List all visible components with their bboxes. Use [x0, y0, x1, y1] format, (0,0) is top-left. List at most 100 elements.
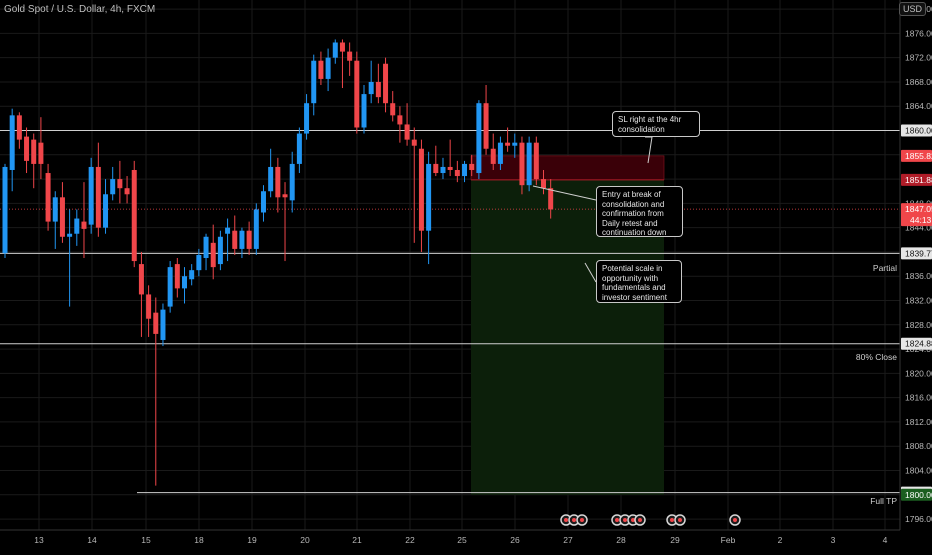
candle-body	[253, 209, 259, 249]
x-tick-label: 21	[352, 535, 362, 545]
connector-scale	[584, 262, 597, 283]
y-tick-label: 1816.00	[905, 393, 932, 403]
candle-body	[512, 142, 518, 146]
candle-body	[411, 139, 417, 146]
x-tick-label: 19	[247, 535, 257, 545]
candle-body	[390, 103, 396, 116]
candle-body	[146, 294, 152, 319]
candle-body	[433, 163, 439, 174]
candle-body	[519, 142, 525, 186]
candle-body	[131, 169, 137, 262]
price-tag-partial-line: 1839.77	[901, 247, 932, 260]
x-tick-label: 29	[670, 535, 680, 545]
price-tag-sl-line-bg	[901, 124, 932, 137]
candle-body	[117, 179, 123, 189]
connector-entry	[532, 185, 597, 201]
note-sl[interactable]: SL right at the 4hr consolidation	[612, 111, 700, 137]
current-price-tag-bg	[901, 203, 932, 227]
y-tick-label: 1828.00	[905, 320, 932, 330]
note-scale[interactable]: Potential scale in opportunity with fund…	[596, 260, 682, 303]
candle-body	[124, 188, 130, 195]
y-tick-label: 1820.00	[905, 368, 932, 378]
event-marker-dot	[733, 518, 737, 522]
y-tick-label: 1876.00	[905, 28, 932, 38]
price-tag-stop-bg	[901, 149, 932, 162]
candle-body	[347, 51, 353, 61]
candle-body	[469, 163, 475, 170]
candle-body	[311, 60, 317, 104]
event-marker-dot	[564, 518, 568, 522]
x-tick-label: 13	[34, 535, 44, 545]
candle-body	[454, 169, 460, 177]
candle-body	[16, 115, 22, 140]
y-tick-label: 1872.00	[905, 53, 932, 63]
y-tick-label: 1868.00	[905, 77, 932, 87]
candle-body	[533, 142, 539, 180]
note-entry[interactable]: Entry at break of consolidation and conf…	[596, 186, 683, 237]
price-tag-sl-line-text: 1860.00	[905, 126, 932, 136]
candle-body	[275, 166, 281, 198]
candle-body	[52, 197, 58, 222]
candle-body	[296, 133, 302, 164]
price-tag-stop: 1855.82	[901, 149, 932, 162]
event-marker-dot	[580, 518, 584, 522]
candle-body	[88, 166, 94, 225]
candle-body	[462, 163, 468, 177]
x-tick-label: Feb	[721, 535, 736, 545]
x-tick-label: 14	[87, 535, 97, 545]
candle-body	[2, 166, 8, 254]
candle-body	[361, 94, 367, 128]
candle-body	[38, 142, 44, 164]
event-marker-dot	[572, 518, 576, 522]
event-marker-dot	[678, 518, 682, 522]
note-scale-text: Potential scale in opportunity with fund…	[602, 264, 667, 302]
candle-body	[397, 115, 403, 125]
x-tick-label: 26	[510, 535, 520, 545]
candle-body	[289, 163, 295, 201]
candle-body	[103, 194, 109, 228]
price-tag-partial-line-bg	[901, 247, 932, 260]
candle-body	[182, 276, 187, 289]
candle-body	[505, 142, 511, 146]
candle-body	[404, 124, 410, 140]
candle-body	[239, 230, 245, 249]
y-tick-label: 1804.00	[905, 466, 932, 476]
currency-badge[interactable]: USD	[898, 2, 926, 16]
candle-body	[418, 148, 424, 231]
y-tick-label: 1832.00	[905, 296, 932, 306]
candle-body	[490, 148, 496, 164]
candle-body	[426, 163, 432, 231]
price-tag-target: 1800.00	[901, 488, 932, 501]
candle-body	[332, 42, 338, 58]
countdown-text: 44:13	[910, 215, 932, 225]
price-tag-target-bg	[901, 488, 932, 501]
candle-body	[174, 264, 180, 289]
x-tick-label: 28	[616, 535, 626, 545]
event-marker-dot	[638, 518, 642, 522]
level-label-partial: Partial	[872, 263, 897, 273]
price-tag-close-80-line-bg	[901, 337, 932, 350]
x-tick-label: 22	[405, 535, 415, 545]
event-marker-dot	[670, 518, 674, 522]
candle-body	[24, 136, 30, 161]
candle-body	[440, 166, 446, 174]
candle-body	[354, 60, 360, 128]
note-sl-text: SL right at the 4hr consolidation	[618, 115, 682, 134]
candle-body	[153, 312, 159, 334]
candle-body	[447, 166, 453, 170]
candle-body	[59, 197, 65, 237]
price-tag-target-text: 1800.00	[905, 490, 932, 500]
position-zones	[470, 155, 665, 495]
candle-body	[268, 166, 274, 192]
candles	[2, 39, 554, 486]
candle-body	[260, 191, 266, 213]
candle-body	[81, 221, 87, 229]
candle-body	[483, 103, 489, 149]
y-tick-label: 1864.00	[905, 101, 932, 111]
candle-body	[210, 242, 216, 268]
candle-body	[138, 264, 144, 295]
time-axis: 13 14 15 18 19 20 21 22 25 26 27 28 29 Feb 2 3 4	[0, 529, 900, 545]
connector-sl	[645, 136, 653, 164]
